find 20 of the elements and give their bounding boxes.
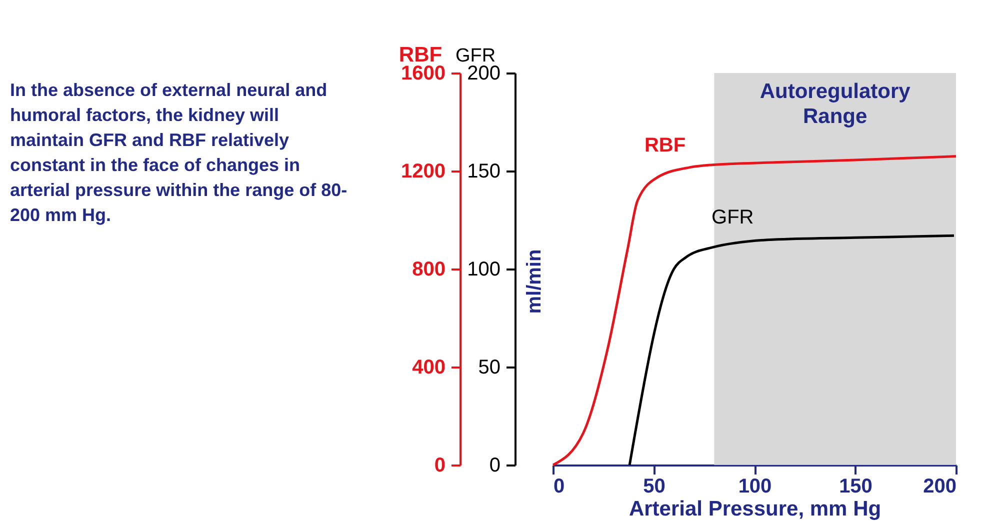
y2-tick-label: 0 bbox=[489, 454, 500, 476]
text: In the absence of external neural and humoral factors, the kidney will maintain GFR and RBF relatively constant in the face of changes in arterial pressure within the range of 80-200 mm Hg. bbox=[10, 79, 348, 227]
x-tick-label: 50 bbox=[643, 476, 666, 498]
band-label: Autoregulatory Range bbox=[760, 80, 911, 128]
x-tick-label: 100 bbox=[738, 476, 772, 498]
y-tick-label: 0 bbox=[434, 454, 446, 476]
y2-tick-label: 150 bbox=[467, 160, 500, 182]
y-tick-label: 400 bbox=[412, 356, 446, 378]
y-tick-label: 800 bbox=[412, 258, 446, 280]
x-tick-label: 0 bbox=[554, 476, 565, 498]
x-axis-title: Arterial Pressure, mm Hg bbox=[628, 498, 882, 520]
y2-tick-label: 50 bbox=[478, 356, 500, 378]
series-label: RBF bbox=[644, 134, 686, 156]
text: ml/min bbox=[524, 249, 547, 314]
series-label: GFR bbox=[712, 206, 754, 229]
y2-tick-label: 100 bbox=[467, 258, 500, 280]
x-tick-label: 200 bbox=[923, 476, 956, 498]
y-tick-label: 1200 bbox=[401, 160, 446, 182]
x-tick-label: 150 bbox=[839, 476, 872, 498]
line-series bbox=[628, 234, 956, 466]
